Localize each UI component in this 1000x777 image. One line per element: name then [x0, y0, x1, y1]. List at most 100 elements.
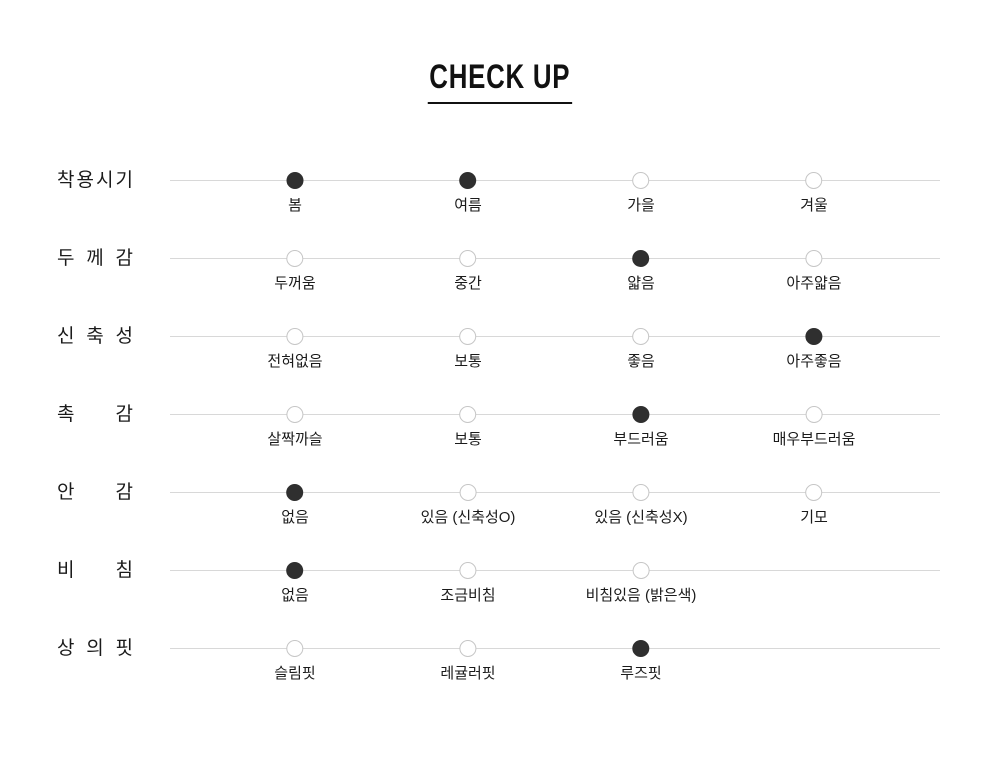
attribute-label-char: 신 [57, 326, 75, 347]
option-label: 여름 [454, 197, 482, 214]
option-label: 좋음 [627, 353, 655, 370]
attribute-row: 촉 감 살짝까슬 보통 부드러움 매우부드러움 [0, 394, 1000, 472]
option: 있음 (신축성O) [420, 472, 516, 527]
option-dot [459, 328, 477, 345]
attribute-label-char: 상 [57, 638, 75, 659]
option-label: 보통 [454, 353, 482, 370]
option-dot [286, 250, 304, 267]
option-label: 두꺼움 [274, 275, 316, 292]
option: 레귤러핏 [440, 628, 496, 683]
option-label: 겨울 [800, 197, 828, 214]
option-track: 전혀없음 보통 좋음 아주좋음 [170, 316, 940, 394]
attribute-label-char: 감 [115, 404, 133, 425]
option-track: 없음 조금비침 비침있음 (밝은색) [170, 550, 940, 628]
option-label: 있음 (신축성X) [594, 509, 688, 526]
option-track: 없음 있음 (신축성O) 있음 (신축성X) 기모 [170, 472, 940, 550]
option: 얇음 [627, 238, 655, 293]
option: 보통 [454, 316, 482, 371]
option-dot [286, 328, 304, 345]
option: 비침있음 (밝은색) [585, 550, 697, 605]
option: 부드러움 [613, 394, 669, 449]
option-label: 레귤러핏 [440, 665, 496, 682]
option: 조금비침 [440, 550, 496, 605]
section-title: CHECK UP [427, 58, 573, 104]
attribute-label-char: 의 [86, 638, 104, 659]
option: 보통 [454, 394, 482, 449]
option-dot [805, 172, 823, 189]
option: 살짝까슬 [267, 394, 323, 449]
option: 아주좋음 [786, 316, 842, 371]
option: 좋음 [627, 316, 655, 371]
track-line [170, 180, 940, 181]
attribute-label-char: 감 [115, 248, 133, 269]
option: 기모 [800, 472, 828, 527]
option-track: 살짝까슬 보통 부드러움 매우부드러움 [170, 394, 940, 472]
option-label: 있음 (신축성O) [420, 509, 516, 526]
option-dot [632, 172, 650, 189]
attribute-label-char: 착 [57, 170, 75, 191]
option-dot [459, 562, 477, 579]
option-label: 아주얇음 [786, 275, 842, 292]
option-label: 루즈핏 [620, 665, 662, 682]
option-track: 봄 여름 가을 겨울 [170, 160, 940, 238]
attribute-label-char: 핏 [115, 638, 133, 659]
option-dot [286, 640, 304, 657]
option-label: 가을 [627, 197, 655, 214]
option-label: 얇음 [627, 275, 655, 292]
option-dot-selected [805, 328, 823, 345]
option-dot [805, 484, 823, 501]
track-line [170, 648, 940, 649]
option-dot-selected [286, 484, 304, 501]
option-label: 매우부드러움 [772, 431, 856, 448]
option-dot [632, 562, 650, 579]
track-line [170, 258, 940, 259]
option: 봄 [286, 160, 304, 215]
option-track: 두꺼움 중간 얇음 아주얇음 [170, 238, 940, 316]
option-dot [459, 406, 477, 423]
option-label: 조금비침 [440, 587, 496, 604]
option-dot-selected [632, 640, 650, 657]
option-track: 슬림핏 레귤러핏 루즈핏 [170, 628, 940, 706]
option-label: 비침있음 (밝은색) [585, 587, 697, 604]
option-dot [459, 640, 477, 657]
option-label: 없음 [281, 509, 309, 526]
option-dot [459, 484, 477, 501]
attribute-label-char: 시 [96, 170, 114, 191]
option: 두꺼움 [274, 238, 316, 293]
option-dot-selected [632, 406, 650, 423]
option-dot-selected [459, 172, 477, 189]
option: 겨울 [800, 160, 828, 215]
option: 있음 (신축성X) [594, 472, 688, 527]
attribute-label-char: 축 [86, 326, 104, 347]
option-dot [805, 250, 823, 267]
attribute-label-char: 비 [57, 560, 75, 581]
option: 루즈핏 [620, 628, 662, 683]
option: 전혀없음 [267, 316, 323, 371]
option-label: 없음 [281, 587, 309, 604]
option: 없음 [281, 550, 309, 605]
option-dot-selected [286, 562, 304, 579]
option: 가을 [627, 160, 655, 215]
attribute-label-char: 성 [115, 326, 133, 347]
track-line [170, 336, 940, 337]
option-dot [632, 328, 650, 345]
option: 슬림핏 [274, 628, 316, 683]
track-line [170, 570, 940, 571]
track-line [170, 492, 940, 493]
option-dot [459, 250, 477, 267]
option: 없음 [281, 472, 309, 527]
option-dot-selected [286, 172, 304, 189]
attribute-label-char: 께 [86, 248, 104, 269]
attribute-label-char: 기 [115, 170, 133, 191]
attribute-label-char: 촉 [57, 404, 75, 425]
